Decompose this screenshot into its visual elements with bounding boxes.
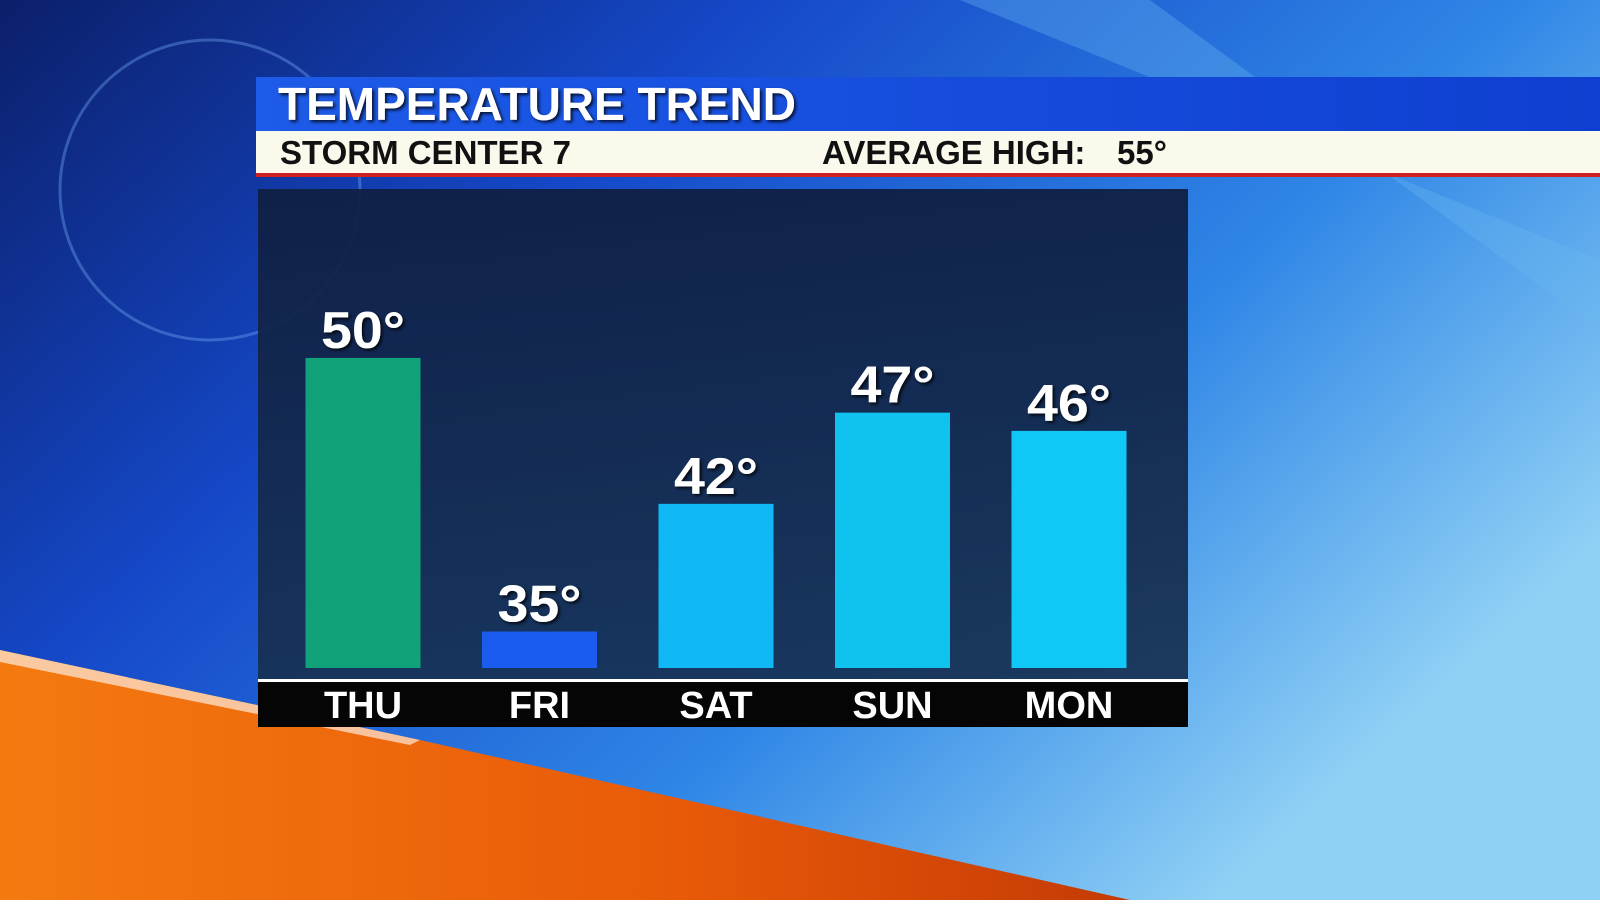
value-label: 47° xyxy=(851,357,935,415)
bar xyxy=(482,631,597,668)
title-bar xyxy=(256,77,1600,131)
baseline xyxy=(258,679,1188,682)
bar xyxy=(305,357,421,668)
chart-title: TEMPERATURE TREND xyxy=(278,78,796,130)
x-tick-label: FRI xyxy=(509,685,570,727)
bar xyxy=(835,412,950,668)
average-high-label: AVERAGE HIGH: xyxy=(822,134,1085,171)
value-label: 35° xyxy=(498,576,582,634)
bar xyxy=(658,503,774,668)
x-tick-label: SAT xyxy=(679,685,752,727)
bar xyxy=(1011,430,1127,668)
subtitle: STORM CENTER 7 xyxy=(280,134,571,171)
value-label: 50° xyxy=(321,302,405,360)
value-label: 42° xyxy=(674,448,758,506)
x-tick-label: MON xyxy=(1025,685,1114,727)
x-tick-label: THU xyxy=(324,685,402,727)
average-high-value: 55° xyxy=(1117,134,1167,171)
label-strip xyxy=(258,682,1188,727)
value-label: 46° xyxy=(1027,375,1111,433)
x-tick-label: SUN xyxy=(852,685,932,727)
red-rule xyxy=(256,173,1600,177)
subtitle-bar xyxy=(256,131,1600,173)
